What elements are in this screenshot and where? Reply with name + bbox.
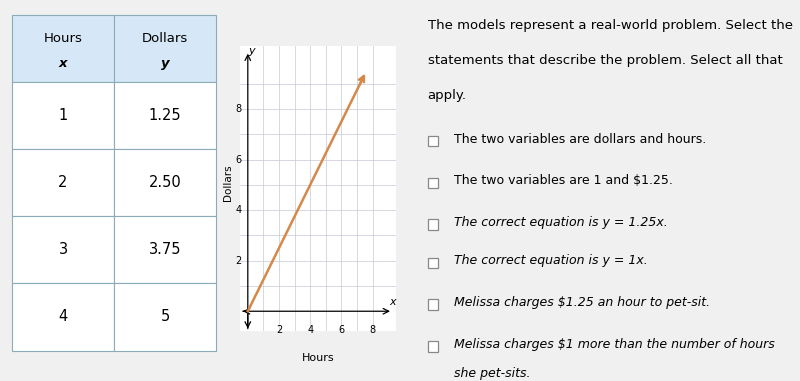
Text: 6: 6: [235, 155, 242, 165]
Bar: [427, 219, 438, 230]
Bar: [12, 149, 114, 216]
Text: Hours: Hours: [43, 32, 82, 45]
Text: 2: 2: [276, 325, 282, 335]
Text: 4: 4: [307, 325, 314, 335]
Bar: [12, 15, 114, 82]
Text: Dollars: Dollars: [223, 165, 233, 201]
Text: apply.: apply.: [427, 89, 466, 102]
Text: 6: 6: [338, 325, 345, 335]
Text: 1: 1: [58, 108, 68, 123]
Bar: [114, 15, 216, 82]
Text: 8: 8: [235, 104, 242, 114]
Bar: [114, 216, 216, 283]
Text: 1.25: 1.25: [149, 108, 182, 123]
Text: The correct equation is y = 1x.: The correct equation is y = 1x.: [454, 255, 648, 267]
Text: The two variables are 1 and $1.25.: The two variables are 1 and $1.25.: [454, 174, 673, 187]
Text: x: x: [390, 298, 396, 307]
Text: Melissa charges $1.25 an hour to pet-sit.: Melissa charges $1.25 an hour to pet-sit…: [454, 296, 710, 309]
Bar: [114, 82, 216, 149]
Text: The two variables are dollars and hours.: The two variables are dollars and hours.: [454, 133, 706, 146]
Text: 2.50: 2.50: [149, 175, 182, 190]
Bar: [427, 178, 438, 188]
Bar: [12, 216, 114, 283]
Bar: [114, 283, 216, 351]
Text: The correct equation is y = 1.25x.: The correct equation is y = 1.25x.: [454, 216, 668, 229]
Text: Hours: Hours: [302, 353, 334, 363]
Bar: [427, 299, 438, 310]
Bar: [12, 82, 114, 149]
Text: 5: 5: [160, 309, 170, 325]
Bar: [12, 283, 114, 351]
Text: 3: 3: [58, 242, 67, 258]
Text: x: x: [58, 57, 67, 70]
Bar: [427, 136, 438, 146]
Text: 8: 8: [370, 325, 376, 335]
Text: Dollars: Dollars: [142, 32, 188, 45]
Text: 2: 2: [235, 256, 242, 266]
Text: y: y: [161, 57, 170, 70]
Text: statements that describe the problem. Select all that: statements that describe the problem. Se…: [427, 54, 782, 67]
Bar: [114, 149, 216, 216]
Text: Melissa charges $1 more than the number of hours: Melissa charges $1 more than the number …: [454, 338, 774, 351]
Text: 4: 4: [58, 309, 68, 325]
Text: she pet-sits.: she pet-sits.: [454, 367, 530, 380]
Text: 4: 4: [235, 205, 242, 215]
Bar: [427, 258, 438, 268]
Text: 3.75: 3.75: [149, 242, 182, 258]
Bar: [427, 341, 438, 352]
Text: 2: 2: [58, 175, 68, 190]
Text: The models represent a real-world problem. Select the: The models represent a real-world proble…: [427, 19, 793, 32]
Text: y: y: [248, 46, 255, 56]
